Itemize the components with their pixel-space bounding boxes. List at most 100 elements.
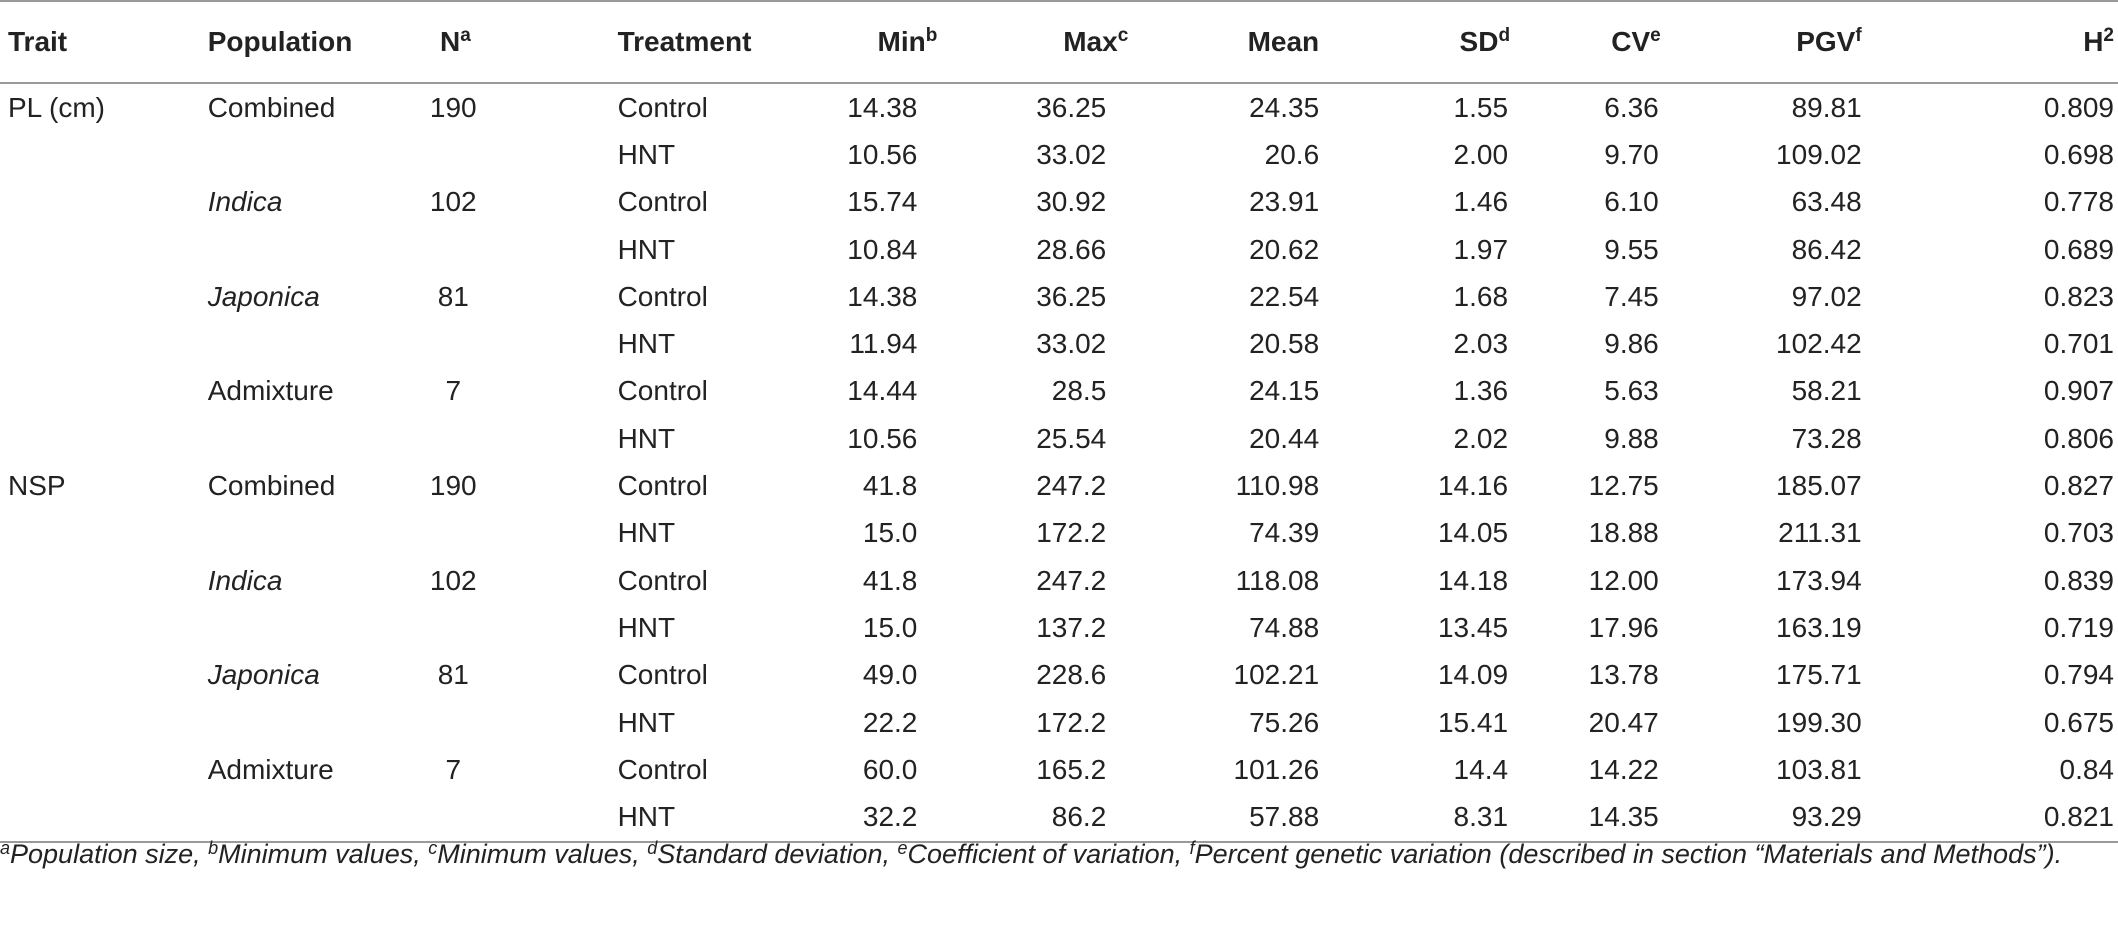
cell-pgv: 58.21 xyxy=(1791,375,1862,407)
cell-cv: 9.86 xyxy=(1604,328,1659,360)
cell-cv: 14.35 xyxy=(1510,793,1661,843)
cell-pgv: 211.31 xyxy=(1778,517,1862,549)
cell-pgv: 163.19 xyxy=(1776,611,1862,643)
cell-cv: 7.45 xyxy=(1604,280,1659,312)
cell-treatment: HNT xyxy=(617,328,676,360)
table-row: HNT 15.0 172.2 74.39 14.05 18.88 211.31 0.703 xyxy=(0,510,2118,557)
table-header: Trait Population Na Treatment Minb Maxc … xyxy=(0,0,2118,84)
cell-pgv: 185.07 xyxy=(1776,470,1862,502)
cell-min: 15.74 xyxy=(847,186,918,218)
cell-trait xyxy=(0,652,151,699)
cell-cv: 6.36 xyxy=(1604,91,1659,123)
cell-min: 41.8 xyxy=(862,470,918,502)
cell-mean: 110.98 xyxy=(1235,470,1320,502)
cell-mean: 20.6 xyxy=(1264,138,1320,170)
header-row: Trait Population Na Treatment Minb Maxc … xyxy=(0,0,2118,84)
cell-sd: 2.03 xyxy=(1453,328,1509,360)
cell-population xyxy=(151,510,422,557)
cell-max: 172.2 xyxy=(1036,517,1107,549)
cell-max: 33.02 xyxy=(1036,328,1107,360)
cell-sd: 14.09 xyxy=(1437,659,1509,691)
cell-sd: 14.05 xyxy=(1437,517,1509,549)
cell-max: 25.54 xyxy=(1036,422,1107,454)
cell-h2: 0.778 xyxy=(2043,186,2114,218)
footnote-text: Minimum values, xyxy=(218,839,429,869)
footnote-text: Coefficient of variation, xyxy=(907,839,1190,869)
header-cv: CVe xyxy=(1510,0,1661,84)
cell-min: 14.38 xyxy=(847,280,918,312)
cell-max: 172.2 xyxy=(1036,706,1107,738)
cell-trait xyxy=(0,320,151,367)
cell-trait xyxy=(0,510,151,557)
cell-treatment: Control xyxy=(617,91,708,123)
cell-pgv: 103.81 xyxy=(1776,753,1862,785)
table-body: PL (cm) Combined 190 Control 14.38 36.25 24.35… xyxy=(0,83,2118,843)
cell-max: 86.2 xyxy=(937,793,1129,843)
cell-n xyxy=(422,131,553,178)
footnote-marker: d xyxy=(647,838,658,858)
cell-n xyxy=(422,604,553,651)
footnote-marker: b xyxy=(208,838,219,858)
cell-population xyxy=(151,699,422,746)
cell-h2: 0.794 xyxy=(2043,659,2114,691)
cell-mean: 22.54 xyxy=(1249,280,1320,312)
cell-h2: 0.675 xyxy=(2043,706,2114,738)
cell-mean: 118.08 xyxy=(1235,564,1320,596)
cell-sd: 14.4 xyxy=(1453,753,1509,785)
cell-trait xyxy=(0,699,151,746)
cell-population: Combined xyxy=(207,91,336,123)
cell-sd: 8.31 xyxy=(1319,793,1511,843)
cell-population xyxy=(151,604,422,651)
cell-mean: 74.39 xyxy=(1249,517,1320,549)
cell-sd: 2.02 xyxy=(1453,422,1509,454)
table-row: Admixture 7 Control 60.0 165.2 101.26 14.4 14.2… xyxy=(0,746,2118,793)
cell-trait: NSP xyxy=(8,470,66,502)
cell-trait xyxy=(0,604,151,651)
cell-pgv: 175.71 xyxy=(1776,659,1862,691)
table-row: Japonica 81 Control 14.38 36.25 22.54 1.68 7.45… xyxy=(0,273,2118,320)
cell-min: 32.2 xyxy=(723,793,938,843)
footnote-text: Minimum values, xyxy=(437,839,648,869)
cell-n xyxy=(422,699,553,746)
cell-treatment: HNT xyxy=(617,138,676,170)
cell-h2: 0.701 xyxy=(2043,328,2114,360)
cell-max: 28.66 xyxy=(1036,233,1107,265)
cell-cv: 14.22 xyxy=(1588,753,1659,785)
cell-min: 11.94 xyxy=(849,328,918,360)
cell-mean: 20.44 xyxy=(1249,422,1320,454)
cell-cv: 12.75 xyxy=(1588,470,1659,502)
footnote-marker: a xyxy=(0,838,11,858)
cell-mean: 23.91 xyxy=(1249,186,1320,218)
cell-treatment: HNT xyxy=(617,706,676,738)
cell-treatment: Control xyxy=(617,280,708,312)
cell-max: 33.02 xyxy=(1036,138,1107,170)
table-row: HNT 10.56 33.02 20.6 2.00 9.70 109.02 0.698 xyxy=(0,131,2118,178)
table-row: HNT 10.84 28.66 20.62 1.97 9.55 86.42 0.689 xyxy=(0,226,2118,273)
cell-h2: 0.806 xyxy=(2043,422,2114,454)
cell-treatment: HNT xyxy=(617,611,676,643)
cell-pgv: 173.94 xyxy=(1776,564,1862,596)
cell-h2: 0.827 xyxy=(2043,470,2114,502)
cell-h2: 0.703 xyxy=(2043,517,2114,549)
table-row: Admixture 7 Control 14.44 28.5 24.15 1.36 5.63 5… xyxy=(0,368,2118,415)
table-row: HNT 22.2 172.2 75.26 15.41 20.47 199.30 0.675 xyxy=(0,699,2118,746)
cell-n: 7 xyxy=(445,375,462,407)
header-n: Na xyxy=(421,0,553,84)
cell-max: 36.25 xyxy=(1036,91,1107,123)
cell-cv: 6.10 xyxy=(1604,186,1659,218)
cell-mean: 24.15 xyxy=(1249,375,1320,407)
cell-sd: 1.97 xyxy=(1453,233,1509,265)
cell-mean: 24.35 xyxy=(1249,91,1320,123)
cell-mean: 75.26 xyxy=(1249,706,1320,738)
cell-mean: 101.26 xyxy=(1233,753,1320,785)
header-sd: SDd xyxy=(1319,0,1511,84)
cell-population: Admixture xyxy=(207,753,334,785)
cell-sd: 1.55 xyxy=(1453,91,1509,123)
cell-trait xyxy=(0,179,151,226)
cell-trait xyxy=(0,273,151,320)
cell-h2: 0.719 xyxy=(2043,611,2114,643)
cell-treatment: HNT xyxy=(617,422,676,454)
cell-h2: 0.809 xyxy=(2043,91,2114,123)
cell-n: 190 xyxy=(429,91,477,123)
